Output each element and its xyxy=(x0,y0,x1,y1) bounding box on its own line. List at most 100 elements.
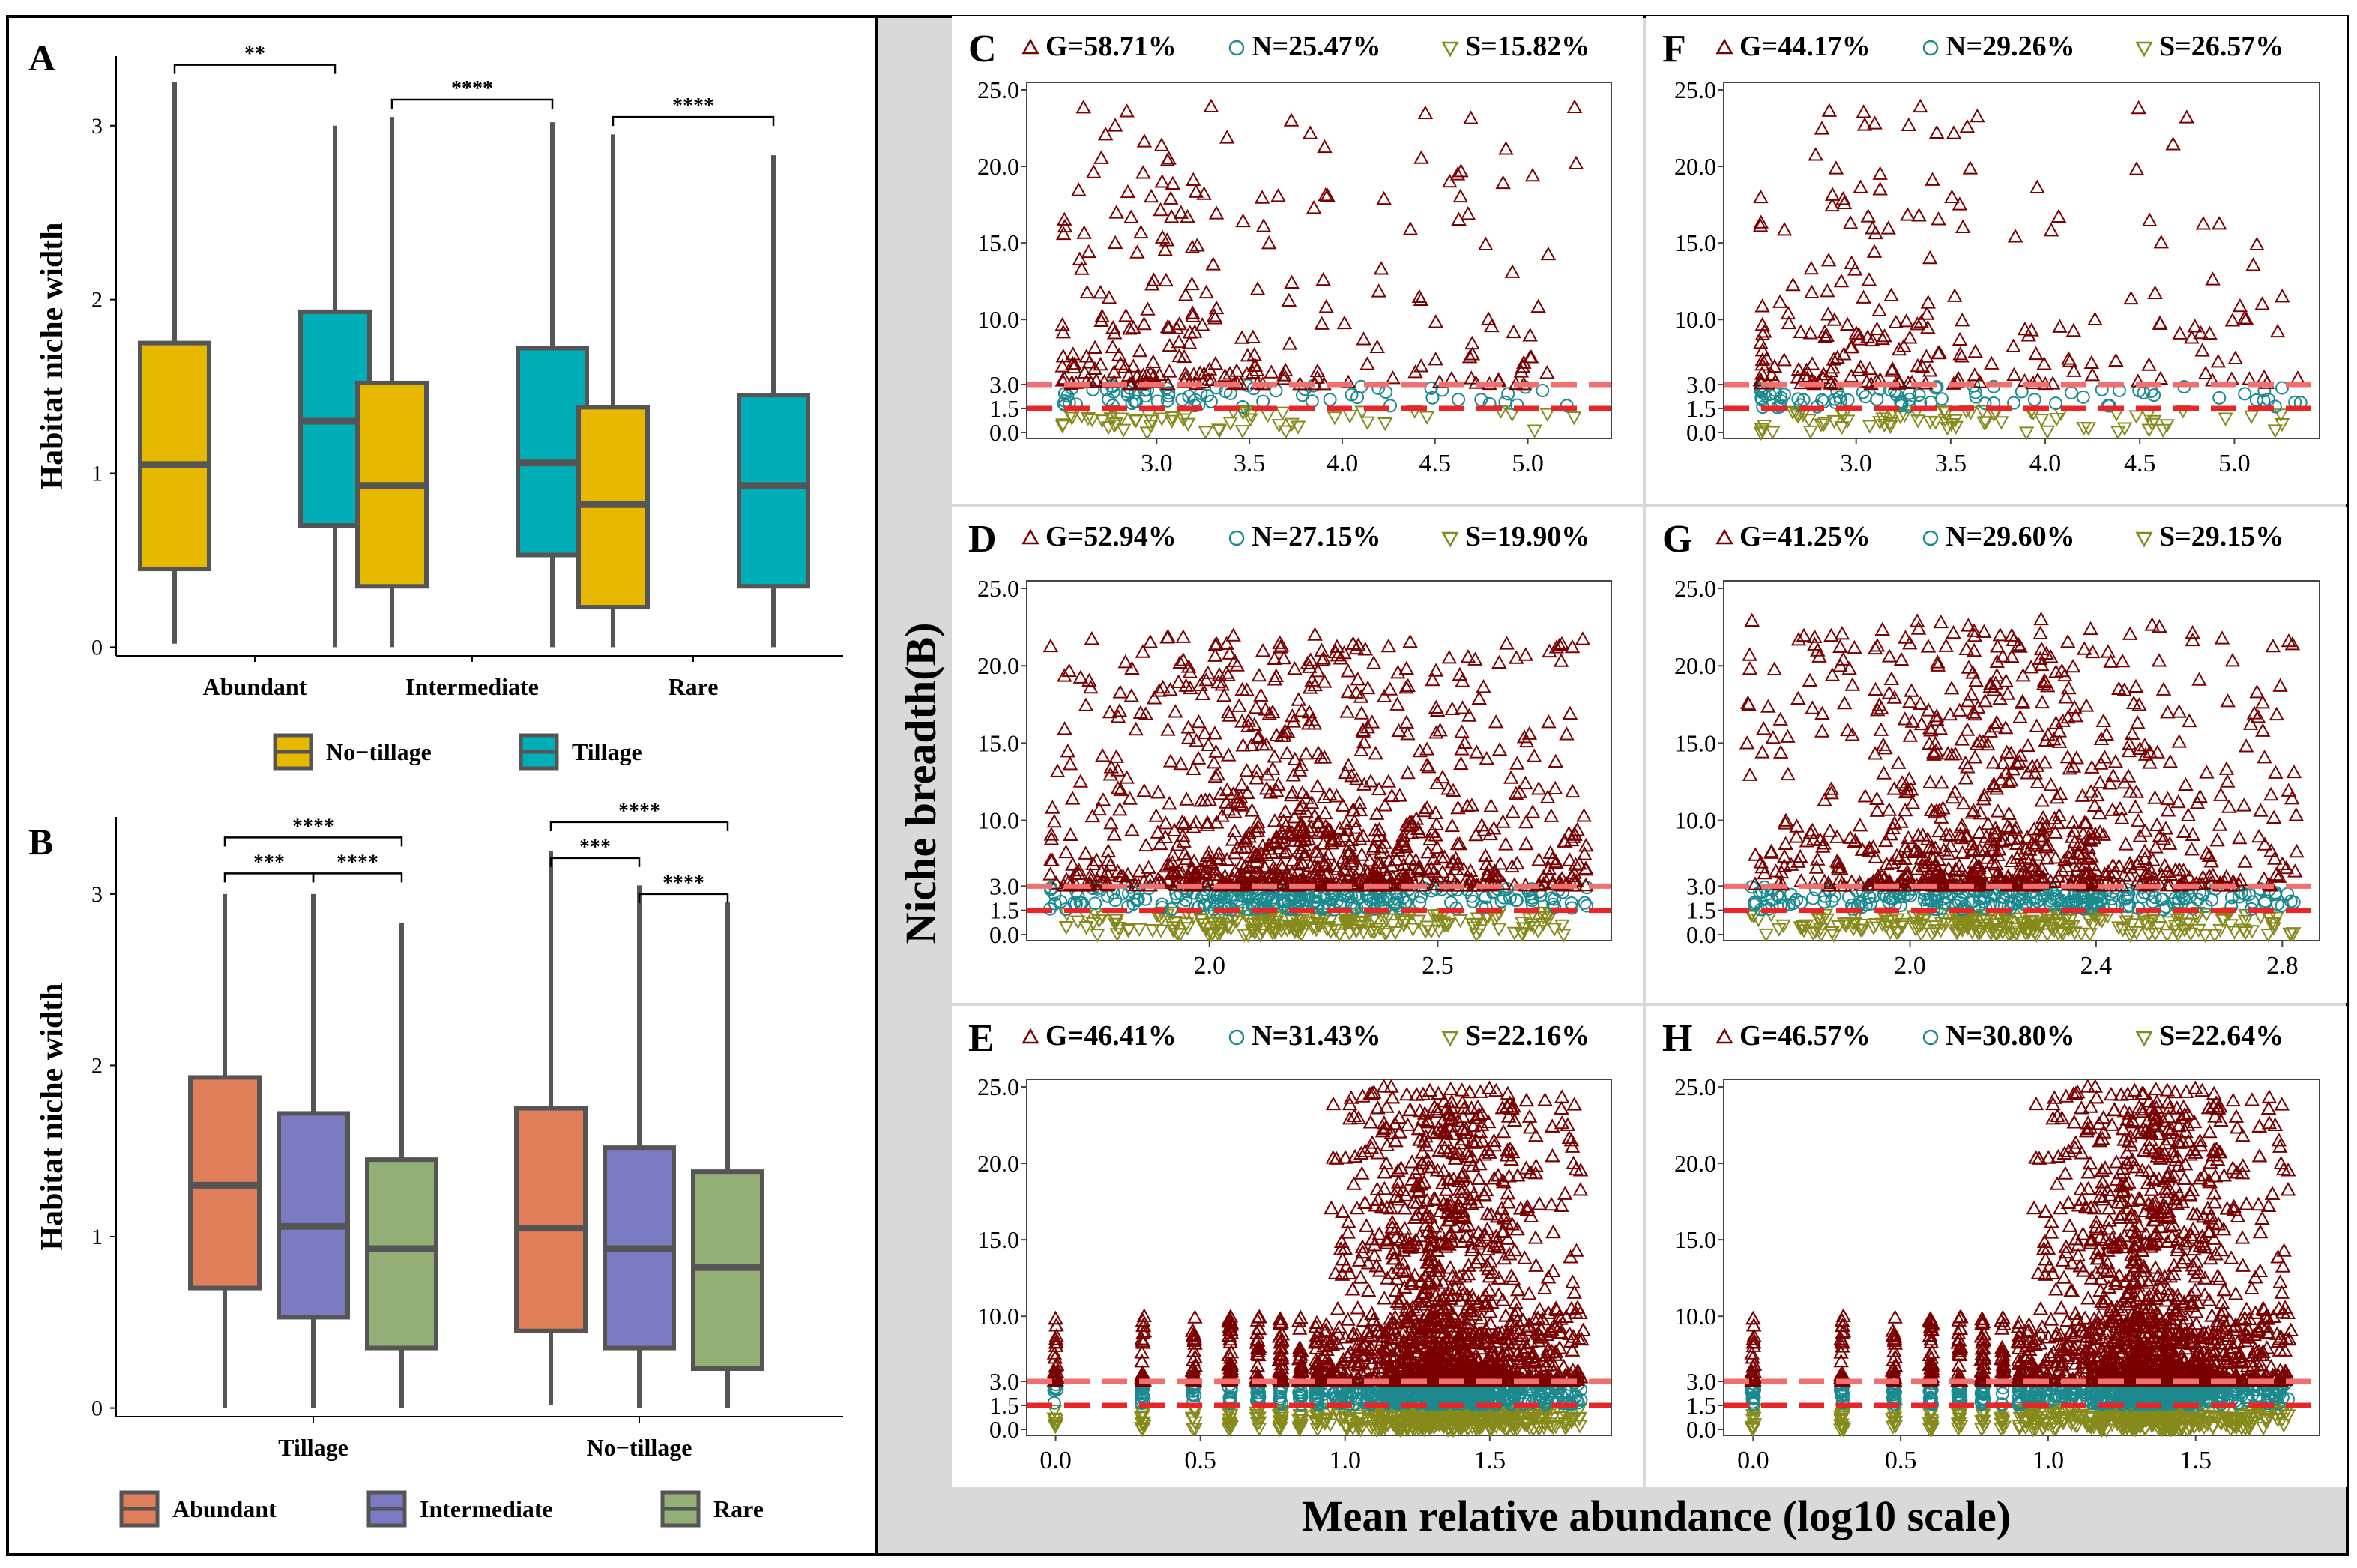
generalist-point xyxy=(1309,363,1326,378)
legend-triangle-up xyxy=(1715,38,1733,55)
generalist-point xyxy=(1967,367,1983,382)
generalist-point xyxy=(2087,311,2103,325)
generalist-point xyxy=(1824,197,1841,212)
generalist-point xyxy=(2172,325,2188,340)
generalist-point xyxy=(1144,277,1160,291)
generalist-point xyxy=(1484,318,1500,333)
specialist-point xyxy=(1291,926,1307,940)
generalist-point xyxy=(2050,208,2067,223)
legend-triangle-down xyxy=(1441,41,1459,58)
specialist-point xyxy=(1872,416,1888,430)
generalist-point xyxy=(1983,355,2000,370)
y-tick-label: 10.0 xyxy=(1674,306,1716,333)
specialist-point xyxy=(1354,405,1370,420)
generalist-point xyxy=(1796,368,1813,383)
generalist-point xyxy=(2006,338,2021,352)
generalist-point xyxy=(2254,296,2270,310)
neutral-point xyxy=(1452,393,1466,407)
generalist-point xyxy=(1790,361,1807,376)
generalist-point xyxy=(1055,349,1072,363)
specialist-point xyxy=(1875,412,1891,426)
generalist-point xyxy=(2083,355,2100,370)
neutral-point xyxy=(1383,399,1398,413)
generalist-point xyxy=(1904,374,1920,388)
neutral-point xyxy=(1175,393,1189,407)
generalist-point xyxy=(1093,356,1108,371)
generalist-point xyxy=(1463,110,1479,124)
generalist-point xyxy=(1866,244,1883,258)
neutral-point xyxy=(2076,390,2090,404)
generalist-point xyxy=(1929,124,1945,139)
generalist-point xyxy=(1891,373,1907,388)
y-tick-label: 1 xyxy=(91,1225,103,1249)
specialist-point xyxy=(1267,926,1282,940)
specialist-point xyxy=(1566,411,1582,426)
specialist-point xyxy=(1282,912,1299,926)
specialist-point xyxy=(1115,423,1132,438)
generalist-point xyxy=(1171,334,1187,349)
generalist-point xyxy=(1173,205,1189,219)
specialist-point xyxy=(1419,920,1435,935)
generalist-point xyxy=(1097,126,1114,141)
generalist-point xyxy=(1129,368,1145,383)
generalist-point xyxy=(1522,328,1538,342)
specialist-point xyxy=(1165,921,1181,935)
specialist-point xyxy=(1172,928,1189,942)
x-tick-label: 2.8 xyxy=(2266,952,2299,980)
specialist-point xyxy=(1815,418,1832,432)
generalist-point xyxy=(1157,241,1173,256)
generalist-point xyxy=(1136,133,1153,148)
neutral-point xyxy=(1934,392,1949,406)
generalist-point xyxy=(1922,250,1938,265)
specialist-point xyxy=(1994,416,2009,430)
generalist-point xyxy=(1922,363,1938,377)
generalist-point xyxy=(1925,172,1940,186)
significance-bracket xyxy=(223,836,403,847)
legend-circle xyxy=(1922,40,1939,56)
generalist-point xyxy=(1071,182,1087,196)
x-tick-label: Abundant xyxy=(203,673,307,700)
neutral-point xyxy=(2007,396,2021,410)
generalist-point xyxy=(1154,174,1170,188)
generalist-point xyxy=(1753,214,1769,229)
y-tick-label: 15.0 xyxy=(1674,729,1716,756)
generalist-point xyxy=(1162,337,1177,352)
specialist-point xyxy=(1530,925,1546,939)
x-tick-label: 1.0 xyxy=(1330,1447,1362,1474)
generalist-point xyxy=(1160,376,1176,391)
specialist-point xyxy=(1153,412,1170,426)
generalist-point xyxy=(1087,340,1103,354)
generalist-point xyxy=(1135,165,1151,179)
neutral-point xyxy=(2238,387,2252,401)
neutral-point xyxy=(1791,392,1805,406)
specialist-point xyxy=(1100,421,1117,435)
generalist-point xyxy=(2141,357,2157,371)
y-tick-label: 10.0 xyxy=(977,1303,1019,1330)
neutral-point xyxy=(2261,393,2275,407)
legend-label: G=41.25% xyxy=(1739,521,1871,552)
generalist-point xyxy=(2084,367,2101,382)
specialist-point xyxy=(1341,916,1357,930)
generalist-point xyxy=(1276,371,1292,385)
x-tick-label: Intermediate xyxy=(405,673,539,700)
generalist-point xyxy=(2227,350,2244,364)
neutral-point xyxy=(1777,388,1791,402)
generalist-point xyxy=(1247,358,1264,372)
generalist-point xyxy=(1754,352,1771,367)
generalist-point xyxy=(1820,252,1837,267)
specialist-point xyxy=(1491,923,1507,937)
y-tick-label: 3 xyxy=(91,114,103,139)
generalist-point xyxy=(1340,374,1356,388)
generalist-point xyxy=(1944,189,1960,204)
generalist-point xyxy=(1931,211,1946,226)
generalist-point xyxy=(2108,352,2124,367)
generalist-point xyxy=(1076,225,1092,239)
generalist-point xyxy=(1772,294,1788,308)
generalist-point xyxy=(1754,326,1771,340)
legend-label: N=29.26% xyxy=(1946,31,2075,62)
generalist-point xyxy=(1844,255,1859,270)
legend-label: No−tillage xyxy=(326,738,432,765)
generalist-point xyxy=(1859,373,1875,388)
generalist-point xyxy=(1136,316,1152,331)
